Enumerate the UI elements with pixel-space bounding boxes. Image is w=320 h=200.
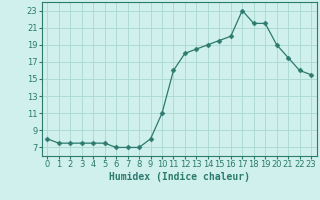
X-axis label: Humidex (Indice chaleur): Humidex (Indice chaleur) (109, 172, 250, 182)
